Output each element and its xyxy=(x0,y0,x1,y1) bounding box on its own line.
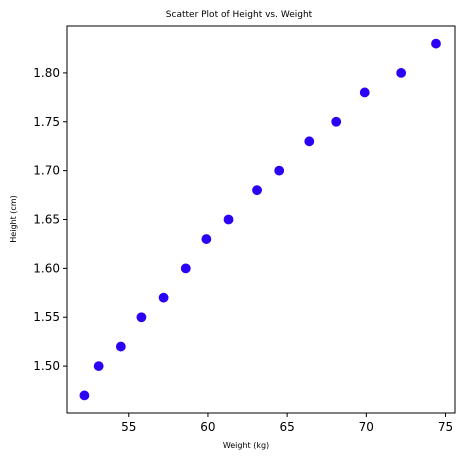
chart-title: Scatter Plot of Height vs. Weight xyxy=(166,10,313,20)
plot-frame xyxy=(66,25,456,414)
data-point xyxy=(79,390,90,401)
y-tick-label: 1.80 xyxy=(33,66,60,80)
y-tick-label: 1.65 xyxy=(33,213,60,227)
data-point xyxy=(304,136,315,147)
x-tick-label: 70 xyxy=(359,420,374,434)
y-axis-label: Height (cm) xyxy=(9,195,18,242)
data-point xyxy=(180,263,191,274)
data-point xyxy=(223,214,234,225)
y-tick-label: 1.70 xyxy=(33,164,60,178)
data-point xyxy=(158,292,169,303)
data-point xyxy=(431,38,441,49)
x-tick-label: 55 xyxy=(121,420,136,434)
data-point xyxy=(252,185,262,196)
y-tick-label: 1.50 xyxy=(33,359,60,373)
y-tick-label: 1.60 xyxy=(33,261,60,275)
data-point xyxy=(115,341,126,352)
data-point xyxy=(331,116,342,127)
x-axis-label: Weight (kg) xyxy=(223,441,269,450)
data-point xyxy=(274,165,285,176)
plot-area: 55 60 65 70 75 1.50 1.55 1.60 1.65 1.70 1.75 1.80 xyxy=(33,25,456,434)
x-tick-label: 65 xyxy=(279,420,294,434)
x-tick-label: 60 xyxy=(200,420,215,434)
data-point xyxy=(201,234,212,244)
data-point xyxy=(93,361,104,371)
x-tick-label: 75 xyxy=(438,420,453,434)
y-tick-label: 1.75 xyxy=(33,115,60,129)
data-point xyxy=(359,87,370,98)
data-point xyxy=(136,312,147,323)
y-tick-label: 1.55 xyxy=(33,310,60,324)
data-point xyxy=(396,68,407,78)
